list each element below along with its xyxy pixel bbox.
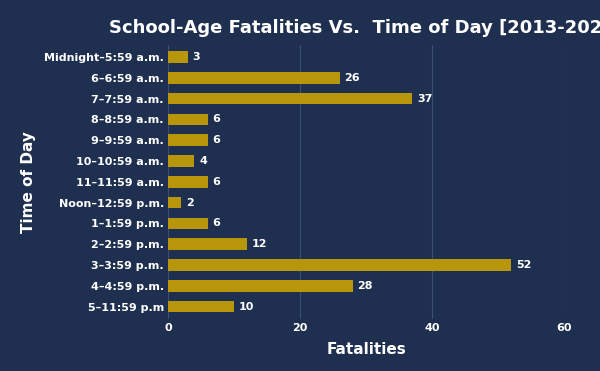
Bar: [168, 51, 188, 63]
Title: School-Age Fatalities Vs.  Time of Day [2013-2022]: School-Age Fatalities Vs. Time of Day [2…: [109, 19, 600, 37]
Bar: [168, 239, 247, 250]
Bar: [168, 134, 208, 146]
Text: 37: 37: [417, 93, 432, 104]
Bar: [168, 197, 181, 208]
Text: 12: 12: [252, 239, 268, 249]
Bar: [168, 114, 208, 125]
Bar: [168, 93, 412, 104]
Text: 3: 3: [193, 52, 200, 62]
Text: 6: 6: [212, 135, 220, 145]
Text: 28: 28: [358, 281, 373, 291]
Text: 4: 4: [199, 156, 207, 166]
Bar: [168, 259, 511, 271]
Bar: [168, 176, 208, 187]
Text: 6: 6: [212, 219, 220, 229]
X-axis label: Fatalities: Fatalities: [326, 342, 406, 357]
Text: 6: 6: [212, 114, 220, 124]
Bar: [168, 218, 208, 229]
Bar: [168, 155, 194, 167]
Text: 52: 52: [516, 260, 531, 270]
Text: 26: 26: [344, 73, 360, 83]
Bar: [168, 72, 340, 83]
Y-axis label: Time of Day: Time of Day: [20, 131, 35, 233]
Text: 2: 2: [186, 198, 194, 208]
Bar: [168, 301, 234, 312]
Text: 6: 6: [212, 177, 220, 187]
Bar: [168, 280, 353, 292]
Text: 10: 10: [239, 302, 254, 312]
